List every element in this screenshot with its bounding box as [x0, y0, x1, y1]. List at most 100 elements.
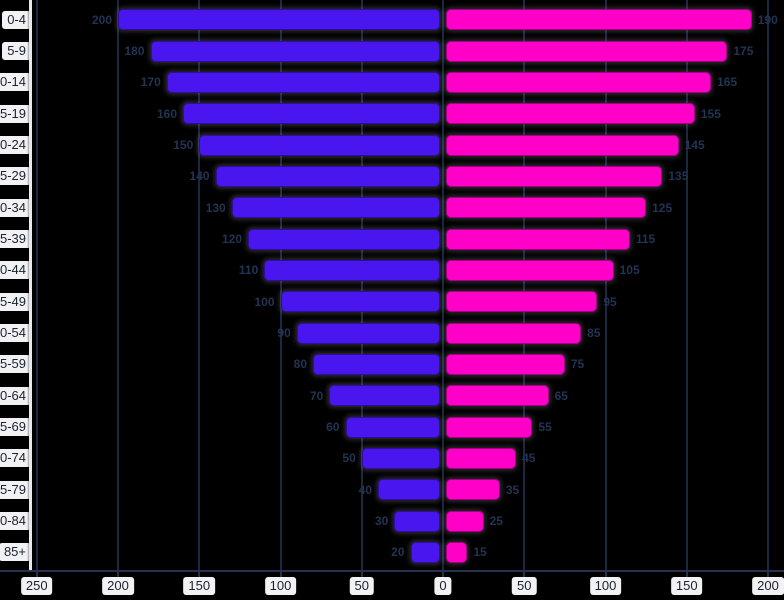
- male-value-label: 40: [358, 482, 372, 497]
- gridline: [198, 0, 201, 570]
- age-group-label: 15-19: [0, 104, 31, 123]
- x-tick-label: 200: [752, 577, 784, 595]
- gridline: [523, 0, 526, 570]
- male-value-label: 60: [326, 420, 340, 434]
- age-group-label: 30-34: [0, 198, 31, 217]
- gridline: [117, 0, 119, 570]
- female-bar: [446, 103, 695, 125]
- female-bar: [446, 228, 630, 250]
- x-tick-label: 100: [589, 577, 622, 595]
- x-tick-mark: [767, 572, 769, 580]
- female-value-label: 85: [587, 326, 601, 340]
- gridline: [442, 0, 444, 570]
- x-tick-label: 0: [434, 577, 452, 595]
- female-bar: [446, 541, 468, 563]
- x-tick-label: 200: [102, 577, 134, 595]
- x-tick-mark: [35, 572, 38, 580]
- male-value-label: 20: [391, 545, 405, 560]
- male-bar: [313, 353, 440, 375]
- male-value-label: 120: [221, 232, 242, 246]
- male-value-label: 90: [277, 326, 291, 340]
- age-group-label: 35-39: [0, 230, 31, 248]
- female-value-label: 45: [522, 451, 536, 466]
- age-group-label: 85+: [0, 543, 31, 562]
- male-value-label: 200: [91, 12, 112, 27]
- male-bar: [183, 103, 440, 125]
- x-tick-mark: [198, 572, 201, 580]
- female-bar: [446, 510, 484, 532]
- female-bar: [446, 134, 679, 156]
- male-value-label: 170: [140, 75, 161, 90]
- male-value-label: 70: [309, 388, 324, 403]
- age-group-label: 25-29: [0, 167, 31, 186]
- female-bar: [446, 197, 647, 219]
- male-value-label: 130: [205, 200, 226, 215]
- age-group-label: 70-74: [0, 449, 31, 468]
- female-bar: [446, 353, 565, 375]
- male-value-label: 150: [173, 138, 194, 152]
- male-value-label: 110: [238, 263, 259, 278]
- male-value-label: 140: [189, 169, 210, 184]
- male-bar: [166, 71, 440, 93]
- male-value-label: 30: [374, 514, 389, 528]
- age-group-label: 75-79: [0, 480, 31, 499]
- x-tick-mark: [523, 572, 526, 580]
- x-tick-label: 50: [349, 577, 374, 595]
- male-bar: [215, 165, 440, 187]
- female-value-label: 115: [635, 232, 656, 246]
- gridline: [279, 0, 282, 570]
- male-bar: [231, 197, 440, 219]
- male-value-label: 50: [342, 451, 356, 466]
- female-value-label: 165: [717, 75, 738, 90]
- female-value-label: 55: [538, 420, 552, 434]
- male-bar: [410, 541, 440, 563]
- female-value-label: 25: [489, 514, 503, 528]
- male-bar: [394, 510, 440, 532]
- gridline: [360, 0, 363, 570]
- male-value-label: 160: [156, 106, 177, 121]
- gridline: [604, 0, 607, 570]
- x-tick-mark: [604, 572, 607, 580]
- gridline: [767, 0, 769, 570]
- x-axis-line: [0, 570, 784, 572]
- male-bar: [361, 447, 440, 469]
- female-bar: [446, 385, 549, 407]
- female-value-label: 65: [554, 388, 568, 403]
- female-value-label: 155: [700, 106, 721, 121]
- x-tick-mark: [685, 572, 688, 580]
- female-value-label: 35: [505, 482, 520, 497]
- gridline: [35, 0, 38, 570]
- male-value-label: 100: [254, 294, 275, 309]
- x-tick-label: 150: [183, 577, 216, 595]
- female-bar: [446, 447, 517, 469]
- female-bar: [446, 322, 582, 344]
- age-group-label: 10-14: [0, 73, 31, 92]
- male-bar: [345, 416, 440, 438]
- male-bar: [378, 479, 440, 501]
- female-value-label: 145: [684, 138, 705, 152]
- x-tick-label: 250: [20, 577, 53, 595]
- x-tick-label: 50: [512, 577, 537, 595]
- female-bar: [446, 9, 752, 31]
- x-tick-mark: [117, 572, 119, 580]
- x-tick-mark: [442, 572, 444, 580]
- male-bar: [150, 40, 440, 62]
- male-bar: [199, 134, 440, 156]
- y-axis-spine: [29, 0, 32, 570]
- male-bar: [264, 259, 440, 281]
- female-value-label: 135: [668, 169, 689, 184]
- female-bar: [446, 71, 712, 93]
- female-bar: [446, 416, 533, 438]
- male-value-label: 180: [124, 44, 145, 58]
- x-tick-mark: [360, 572, 363, 580]
- female-value-label: 190: [757, 12, 778, 27]
- gridline: [685, 0, 688, 570]
- male-bar: [329, 385, 440, 407]
- male-bar: [248, 228, 440, 250]
- female-bar: [446, 259, 614, 281]
- age-group-label: 55-59: [0, 355, 31, 374]
- male-bar: [280, 291, 440, 313]
- female-bar: [446, 40, 728, 62]
- male-bar: [296, 322, 440, 344]
